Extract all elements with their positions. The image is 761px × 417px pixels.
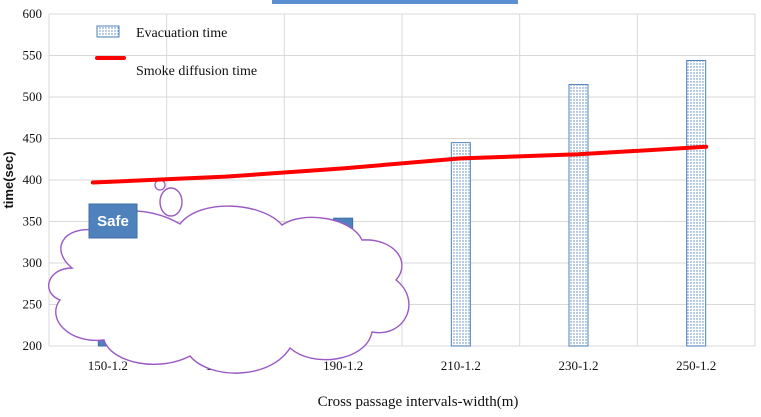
cloud-shape	[48, 205, 410, 374]
bar-250-1.2	[686, 59, 707, 347]
x-tick-label: 230-1.2	[558, 358, 598, 373]
cloud-bubble-large	[159, 187, 183, 217]
legend-label-smoke: Smoke diffusion time	[136, 64, 257, 79]
safe-badge-label: Safe	[97, 213, 129, 230]
y-tick-labels: 200 250 300 350 400 450 500 550 600	[23, 6, 43, 353]
y-tick-label: 200	[23, 338, 43, 353]
top-accent-bar	[272, 0, 518, 4]
y-tick-label: 550	[23, 48, 43, 63]
y-tick-label: 300	[23, 255, 43, 270]
y-tick-label: 250	[23, 297, 43, 312]
y-tick-label: 500	[23, 89, 43, 104]
x-tick-label: 250-1.2	[676, 358, 716, 373]
y-tick-label: 600	[23, 6, 43, 21]
y-tick-label: 450	[23, 131, 43, 146]
smoke-line	[90, 144, 709, 185]
legend-label-evacuation: Evacuation time	[136, 26, 227, 41]
x-axis-label: Cross passage intervals-width(m)	[318, 394, 519, 410]
safe-cloud-callout	[48, 179, 410, 374]
smoke-diffusion-line	[90, 144, 709, 185]
safe-badge: Safe	[88, 203, 138, 239]
x-tick-label: 210-1.2	[441, 358, 481, 373]
y-tick-label: 350	[23, 214, 43, 229]
x-tick-label: 190-1.2	[323, 358, 363, 373]
bar-230-1.2	[568, 84, 589, 347]
bar-210-1.2	[450, 142, 471, 347]
x-tick-label: 150-1.2	[88, 358, 128, 373]
safe-badge-box	[88, 203, 138, 239]
y-tick-label: 400	[23, 172, 43, 187]
y-axis-label: time(sec)	[1, 151, 16, 208]
legend-swatch-evacuation	[96, 25, 120, 38]
legend: Evacuation time Smoke diffusion time	[95, 25, 257, 79]
